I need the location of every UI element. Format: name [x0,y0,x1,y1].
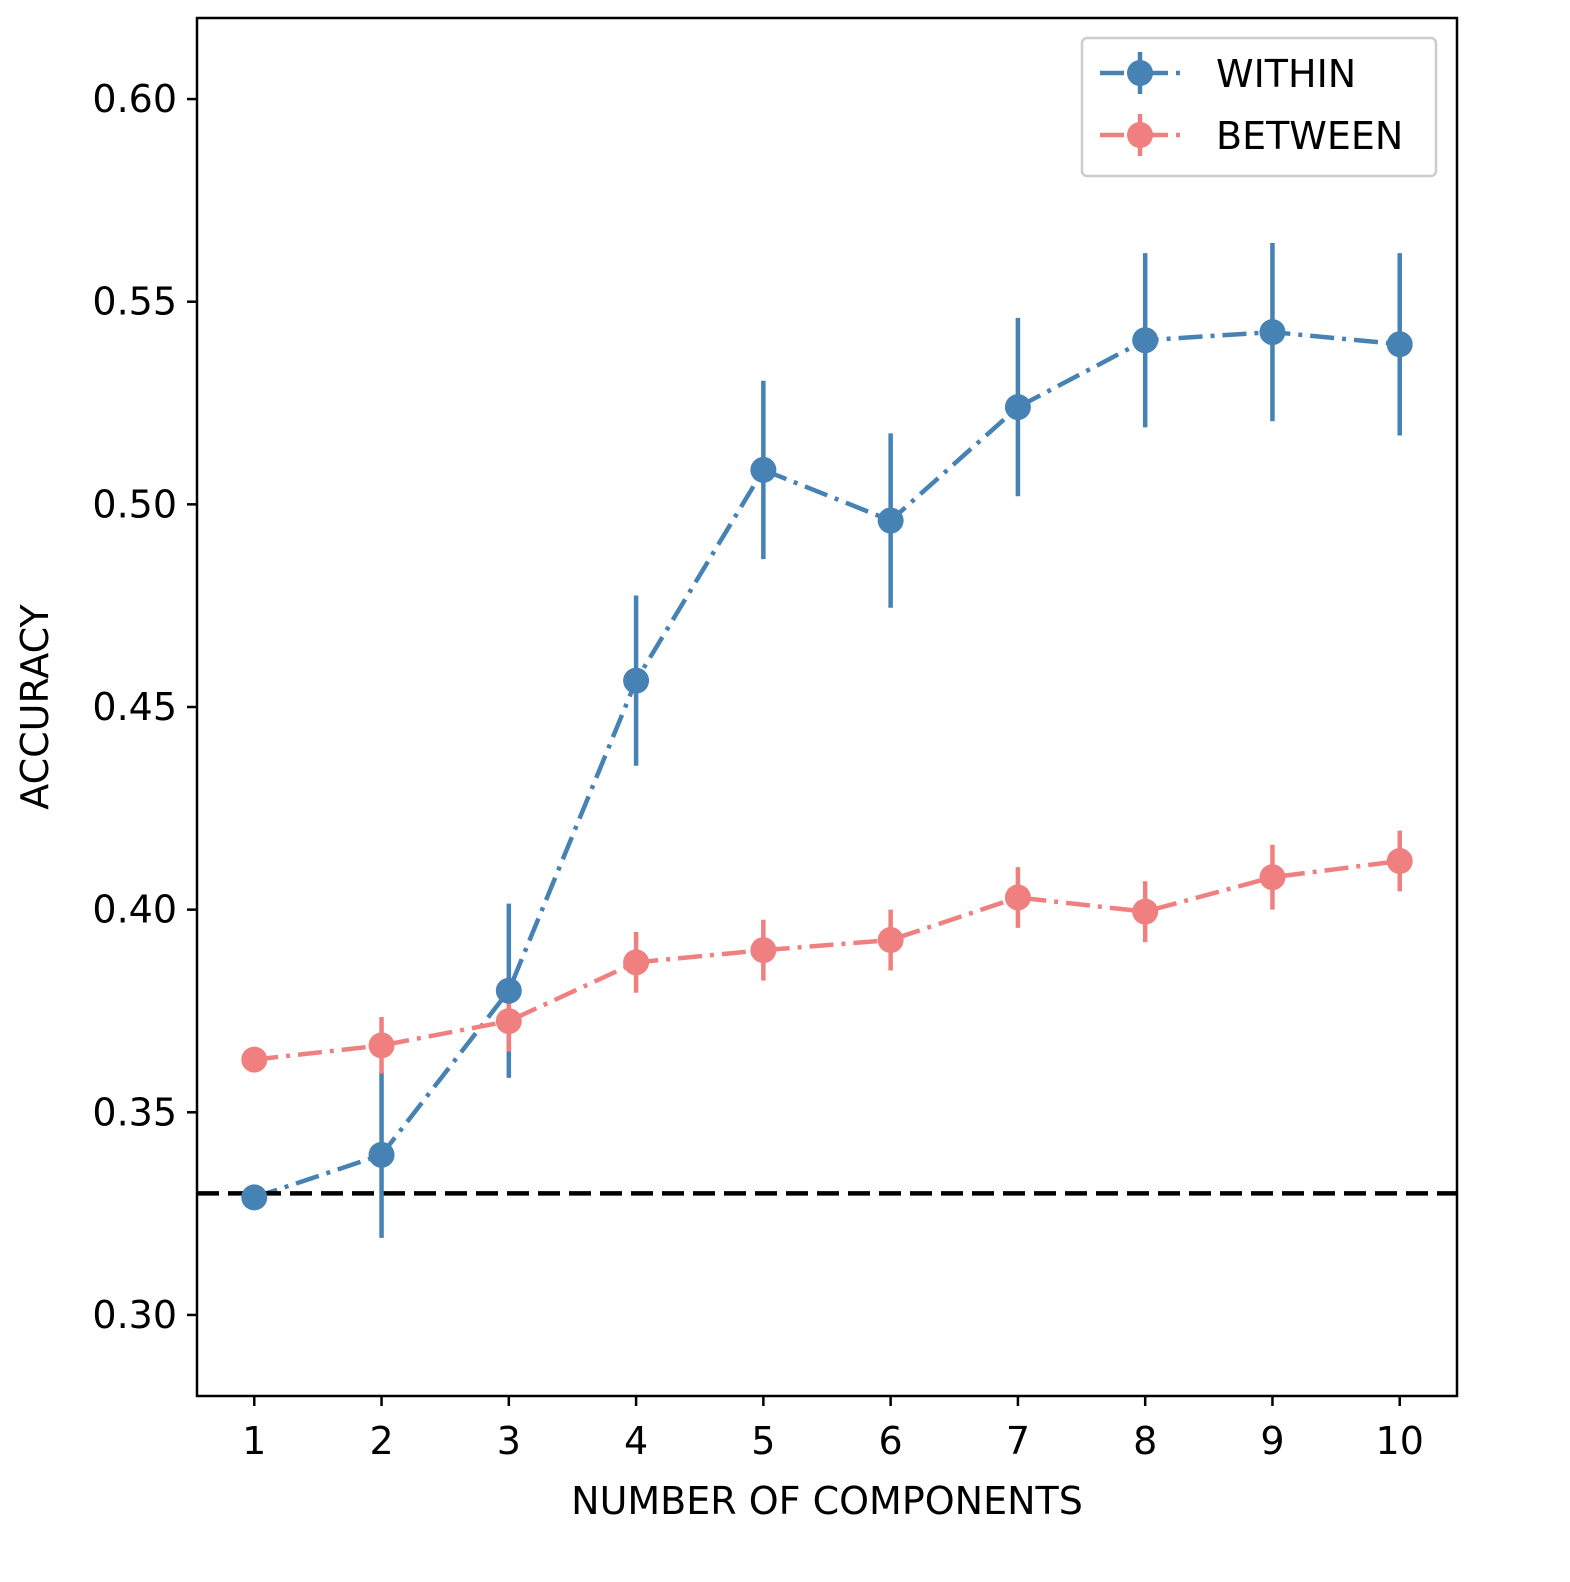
x-tick-label: 8 [1133,1419,1157,1463]
series-lines-layer [253,329,1401,1200]
between-legend-label: BETWEEN [1216,114,1403,158]
x-tick-label: 9 [1260,1419,1284,1463]
x-axis-label: NUMBER OF COMPONENTS [571,1479,1083,1523]
y-tick-label: 0.50 [92,482,177,526]
y-tick-label: 0.40 [92,888,177,932]
between-data-point [1259,864,1286,891]
y-tick-label: 0.45 [92,685,177,729]
x-tick-label: 3 [497,1419,521,1463]
within-data-point [1004,394,1031,421]
within-data-point [1132,327,1159,354]
between-legend-marker [1127,122,1153,148]
between-data-point [241,1046,268,1073]
within-data-point [495,977,522,1004]
x-tick-label: 1 [242,1419,266,1463]
between-data-point [368,1032,395,1059]
y-tick-label: 0.30 [92,1293,177,1337]
y-tick-label: 0.35 [92,1090,177,1134]
within-series-line [253,329,1400,1200]
x-tick-label: 7 [1006,1419,1030,1463]
between-data-point [623,949,650,976]
between-data-point [1386,848,1413,875]
x-axis-ticks: 1 2 3 4 5 6 7 8 9 10 [242,1396,1424,1463]
within-data-point [623,667,650,694]
within-legend-marker [1127,60,1153,86]
x-tick-label: 6 [879,1419,903,1463]
x-tick-label: 4 [624,1419,648,1463]
between-data-point [495,1008,522,1035]
within-data-point [1259,319,1286,346]
between-data-point [877,927,904,954]
y-tick-label: 0.55 [92,280,177,324]
within-data-point [750,456,777,483]
within-legend-label: WITHIN [1216,52,1356,96]
y-axis-ticks: 0.30 0.35 0.40 0.45 0.50 0.55 0.60 [92,77,197,1337]
within-data-point [1386,331,1413,358]
legend-box [1080,36,1438,178]
within-data-point [877,507,904,534]
error-bars-layer [379,242,1402,1238]
y-axis-label: ACCURACY [13,603,57,809]
x-tick-label: 10 [1376,1419,1424,1463]
between-data-point [1004,884,1031,911]
x-tick-label: 5 [751,1419,775,1463]
within-data-point [368,1141,395,1168]
between-data-point [750,937,777,964]
within-data-point [241,1184,268,1211]
between-series-line [254,858,1401,1062]
y-tick-label: 0.60 [92,77,177,121]
data-points-layer [241,319,1413,1211]
plot-frame [195,16,1459,1398]
x-tick-label: 2 [369,1419,393,1463]
between-data-point [1132,898,1159,925]
legend: WITHIN BETWEEN [1080,36,1438,178]
